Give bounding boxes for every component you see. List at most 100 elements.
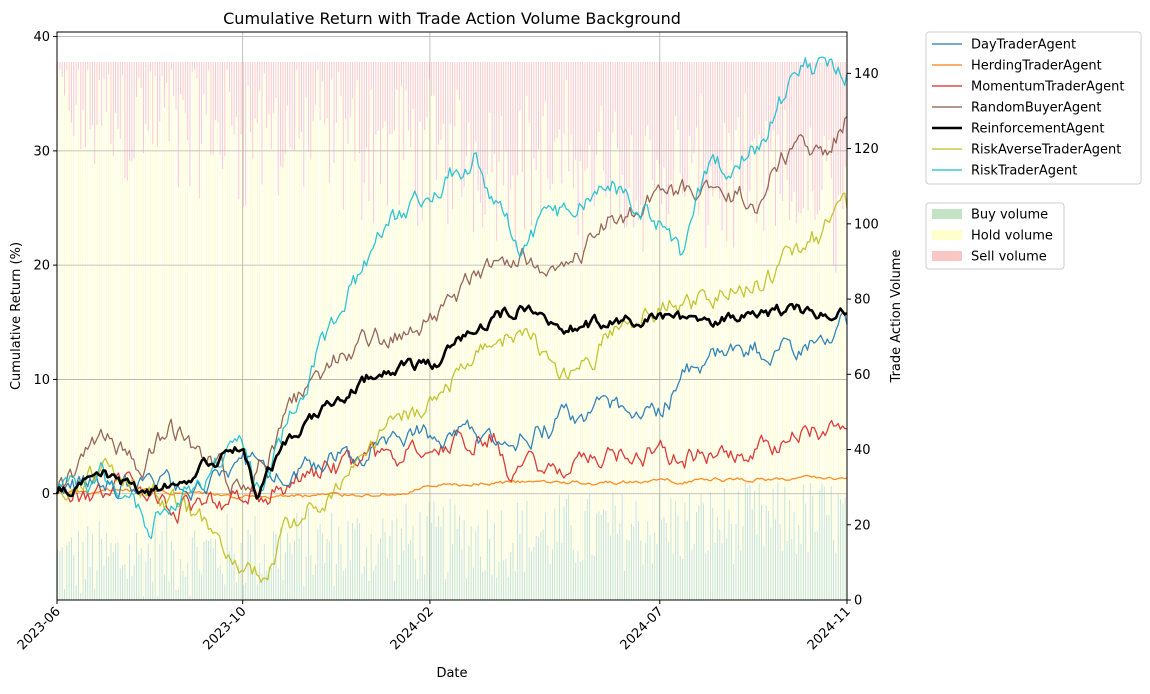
hold-volume-bar: [287, 105, 289, 533]
sell-volume-bar: [531, 62, 533, 226]
buy-volume-bar: [426, 516, 428, 600]
buy-volume-bar: [247, 529, 249, 600]
hold-volume-bar: [463, 187, 465, 521]
sell-volume-bar: [621, 62, 623, 176]
hold-volume-bar: [807, 210, 809, 552]
sell-volume-bar: [382, 62, 384, 129]
buy-volume-bar: [386, 558, 388, 600]
hold-volume-bar: [75, 104, 77, 586]
hold-volume-bar: [108, 74, 110, 557]
hold-volume-bar: [282, 167, 284, 581]
sell-volume-bar: [586, 62, 588, 169]
buy-volume-bar: [205, 539, 207, 600]
sell-volume-bar: [702, 62, 704, 184]
sell-volume-bar: [707, 62, 709, 225]
sell-volume-bar: [101, 62, 103, 126]
buy-volume-bar: [182, 570, 184, 600]
hold-volume-bar: [461, 196, 463, 550]
buy-volume-bar: [505, 558, 507, 600]
hold-volume-bar: [410, 146, 412, 540]
buy-volume-bar: [156, 596, 158, 600]
sell-volume-bar: [263, 62, 265, 74]
buy-volume-bar: [303, 586, 305, 600]
hold-volume-bar: [112, 155, 114, 552]
hold-volume-bar: [314, 105, 316, 565]
sell-volume-bar: [122, 62, 124, 75]
sell-volume-bar: [689, 62, 691, 136]
sell-volume-bar: [723, 62, 725, 123]
buy-volume-bar: [472, 567, 474, 600]
hold-volume-bar: [70, 122, 72, 538]
sell-volume-bar: [644, 62, 646, 137]
sell-volume-bar: [73, 62, 75, 137]
hold-volume-bar: [707, 224, 709, 551]
buy-volume-bar: [623, 570, 625, 600]
sell-volume-bar: [233, 62, 235, 135]
hold-volume-bar: [468, 122, 470, 546]
hold-volume-bar: [561, 183, 563, 543]
sell-volume-bar: [837, 62, 839, 196]
hold-volume-bar: [191, 71, 193, 538]
buy-volume-bar: [600, 514, 602, 600]
left-y-axis-title: Cumulative Return (%): [9, 242, 24, 390]
sell-volume-bar: [812, 62, 814, 191]
sell-volume-bar: [361, 62, 363, 220]
hold-volume-bar: [194, 69, 196, 531]
hold-volume-bar: [368, 201, 370, 581]
hold-volume-bar: [521, 171, 523, 511]
sell-volume-bar: [675, 62, 677, 117]
buy-volume-bar: [698, 505, 700, 600]
hold-volume-bar: [96, 125, 98, 571]
sell-volume-bar: [129, 62, 131, 161]
hold-volume-bar: [605, 196, 607, 512]
buy-volume-bar: [709, 492, 711, 600]
buy-volume-bar: [238, 564, 240, 600]
buy-volume-bar: [654, 532, 656, 600]
sell-volume-bar: [747, 62, 749, 207]
buy-volume-bar: [630, 523, 632, 600]
hold-volume-bar: [793, 192, 795, 512]
hold-volume-bar: [340, 96, 342, 545]
sell-volume-bar: [356, 62, 358, 81]
sell-volume-bar: [637, 62, 639, 221]
buy-volume-bar: [589, 493, 591, 600]
volume-legend: Buy volume Hold volume Sell volume: [925, 202, 1065, 270]
buy-volume-bar: [61, 547, 63, 600]
sell-volume-bar: [770, 62, 772, 151]
buy-volume-bar: [370, 534, 372, 600]
buy-volume-bar: [800, 543, 802, 600]
sell-volume-bar: [149, 62, 151, 71]
sell-volume-bar: [751, 62, 753, 142]
left-tick-label: 30: [33, 144, 50, 159]
hold-volume-bar: [324, 124, 326, 564]
buy-volume-bar: [489, 538, 491, 600]
buy-volume-bar: [57, 549, 59, 600]
hold-volume-bar: [537, 149, 540, 538]
buy-volume-bar: [154, 523, 156, 600]
buy-volume-bar: [300, 516, 303, 600]
buy-volume-bar: [642, 564, 644, 600]
hold-volume-bar: [89, 129, 91, 568]
hold-volume-bar: [152, 143, 154, 582]
sell-volume-bar: [577, 62, 579, 236]
buy-volume-bar: [210, 538, 212, 600]
buy-volume-bar: [521, 510, 523, 600]
buy-volume-bar: [635, 501, 637, 600]
buy-volume-bar: [610, 535, 612, 600]
sell-volume-bar: [449, 62, 451, 125]
hold-volume-bar: [375, 134, 377, 565]
hold-volume-bar: [303, 186, 305, 587]
buy-volume-bar: [340, 544, 342, 600]
hold-volume-bar: [294, 150, 296, 542]
sell-volume-bar: [403, 62, 405, 160]
buy-volume-bar: [679, 555, 681, 600]
sell-volume-bar: [465, 62, 467, 157]
hold-volume-bar: [549, 189, 551, 564]
hold-volume-bar: [305, 97, 307, 557]
buy-volume-bar: [719, 529, 721, 600]
sell-volume-bar: [412, 62, 414, 109]
sell-volume-bar: [89, 62, 91, 130]
buy-volume-bar: [252, 574, 254, 600]
hold-volume-bar: [510, 189, 512, 552]
buy-volume-bar: [417, 579, 419, 600]
